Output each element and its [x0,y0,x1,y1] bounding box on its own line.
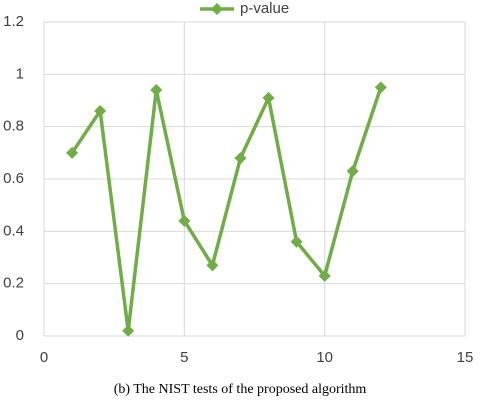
y-tick-label: 0.8 [3,118,24,135]
caption: (b) The NIST tests of the proposed algor… [114,382,367,397]
x-tick-label: 5 [180,349,188,366]
marker [290,235,303,248]
y-tick-label: 1.2 [3,13,24,30]
x-tick-label: 10 [316,349,333,366]
y-tick-label: 0 [16,327,24,344]
y-tick-label: 0.2 [3,275,24,292]
legend-marker [211,3,223,15]
marker [262,91,275,104]
marker [318,269,331,282]
y-tick-label: 0.6 [3,170,24,187]
marker [66,146,79,159]
x-tick-label: 15 [457,349,474,366]
series-line [70,86,383,333]
x-tick-label: 0 [40,349,48,366]
marker [94,104,107,117]
marker [178,214,191,227]
legend-label: p-value [240,0,289,17]
marker [150,84,163,97]
marker [374,81,387,94]
y-tick-label: 1 [16,65,24,82]
marker [122,324,135,337]
marker [206,259,219,272]
marker [234,152,247,165]
marker [346,165,359,178]
y-tick-label: 0.4 [3,222,24,239]
